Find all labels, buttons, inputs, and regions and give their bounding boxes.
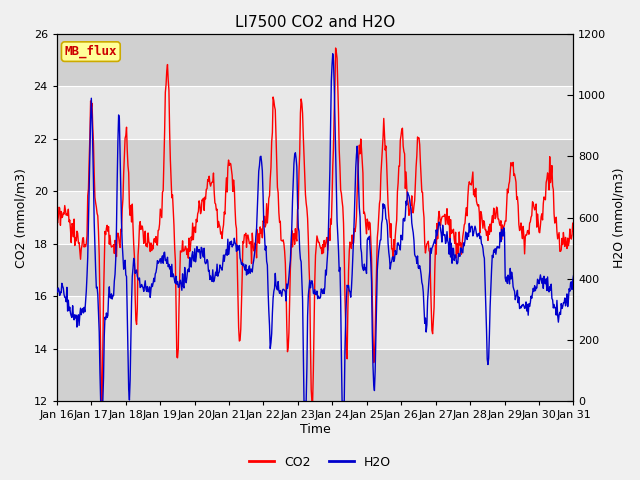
X-axis label: Time: Time <box>300 423 330 436</box>
Y-axis label: CO2 (mmol/m3): CO2 (mmol/m3) <box>15 168 28 268</box>
Text: MB_flux: MB_flux <box>65 45 117 58</box>
Title: LI7500 CO2 and H2O: LI7500 CO2 and H2O <box>235 15 396 30</box>
Bar <box>57 139 573 192</box>
Bar <box>57 34 573 86</box>
Bar <box>57 244 573 297</box>
Y-axis label: H2O (mmol/m3): H2O (mmol/m3) <box>612 168 625 268</box>
Legend: CO2, H2O: CO2, H2O <box>244 451 396 474</box>
Bar <box>57 349 573 401</box>
